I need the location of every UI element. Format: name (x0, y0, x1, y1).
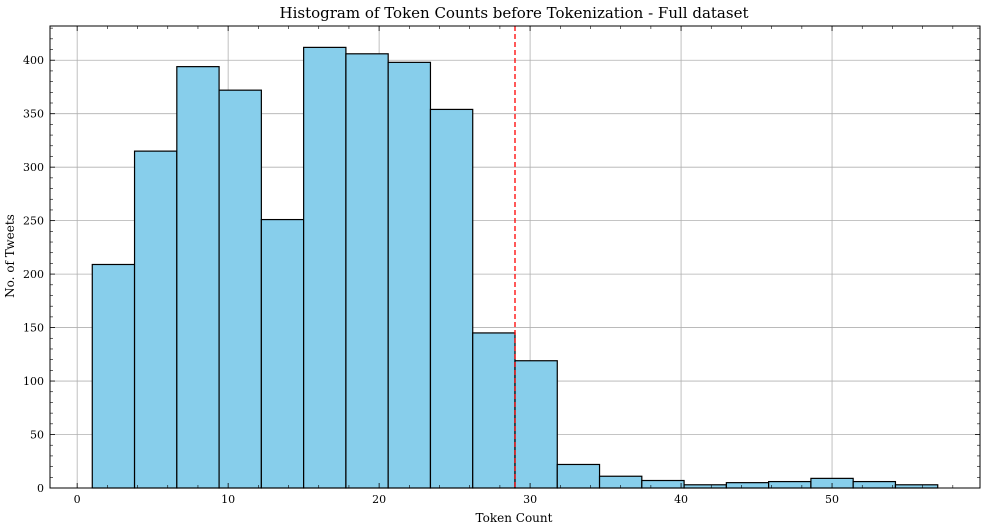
histogram-bar (303, 46, 347, 489)
plot-frame (49, 25, 981, 489)
y-tick-label: 350 (23, 108, 44, 121)
histogram-bar (725, 482, 770, 489)
chart-title: Histogram of Token Counts before Tokeniz… (280, 4, 749, 22)
histogram-bar (218, 89, 262, 489)
x-tick-label: 20 (372, 493, 386, 506)
histogram-bar (345, 53, 389, 489)
x-tick-label: 10 (221, 493, 235, 506)
x-tick-label: 40 (674, 493, 688, 506)
y-tick-label: 400 (23, 54, 44, 67)
histogram-bar (429, 108, 474, 489)
histogram-bar (387, 61, 432, 489)
y-tick-label: 150 (23, 322, 44, 335)
y-tick-label: 100 (23, 375, 44, 388)
y-tick-label: 300 (23, 161, 44, 174)
y-axis-title: No. of Tweets (3, 214, 17, 298)
x-tick-label: 0 (74, 493, 81, 506)
y-tick-label: 0 (37, 482, 44, 495)
x-axis-title: Token Count (476, 511, 553, 525)
histogram-bar (768, 480, 812, 489)
y-tick-label: 50 (30, 429, 44, 442)
histogram-bar (472, 332, 516, 489)
histogram-bar (260, 218, 305, 489)
x-tick-label: 50 (825, 493, 839, 506)
axis-ticks (50, 26, 980, 489)
histogram-bars (91, 46, 939, 489)
histogram-bar (91, 263, 136, 489)
x-tick-labels: 0 10 20 30 40 50 (74, 493, 839, 506)
y-tick-label: 250 (23, 215, 44, 228)
histogram-bar (852, 480, 897, 489)
x-tick-label: 30 (523, 493, 537, 506)
histogram-bar (133, 150, 178, 489)
histogram-bar (641, 479, 685, 489)
histogram-bar (176, 66, 220, 489)
y-tick-label: 200 (23, 268, 44, 281)
y-tick-labels: 0 50 100 150 200 250 300 350 400 (23, 54, 44, 495)
histogram-bar (514, 360, 558, 489)
histogram-bar (556, 463, 601, 489)
